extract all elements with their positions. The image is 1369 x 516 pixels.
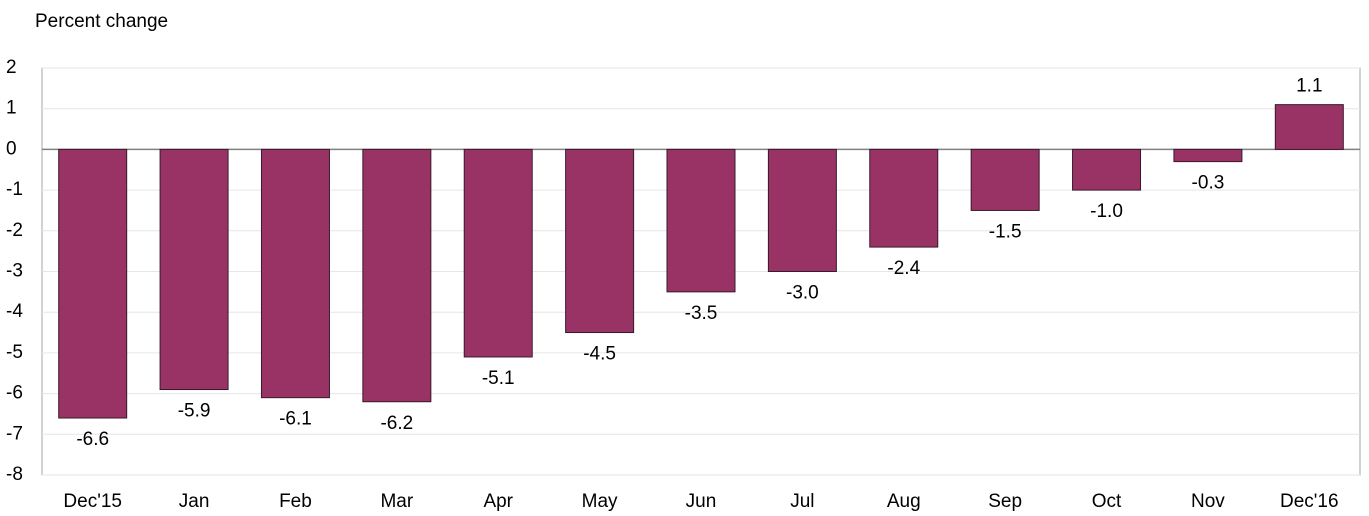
x-tick-label: Jan [179, 491, 210, 512]
x-tick-label: Feb [279, 491, 312, 512]
bar [666, 148, 736, 293]
y-tick-label: -3 [6, 261, 23, 282]
bar [159, 148, 229, 391]
bar [463, 148, 533, 358]
value-label: -6.2 [380, 413, 413, 434]
chart-subtitle: Percent change [35, 11, 168, 32]
x-tick-label: Oct [1092, 491, 1122, 512]
y-tick-label: -5 [6, 342, 23, 363]
bar [58, 148, 128, 419]
bar [1072, 148, 1142, 191]
x-tick-label: Nov [1191, 491, 1225, 512]
x-tick-label: Jun [686, 491, 717, 512]
y-tick-label: -1 [6, 179, 23, 200]
bar [565, 148, 635, 334]
bar [1274, 104, 1344, 150]
value-label: -5.1 [482, 368, 515, 389]
bar [362, 148, 432, 403]
x-tick-label: Dec'16 [1280, 491, 1339, 512]
y-tick-label: -2 [6, 220, 23, 241]
y-tick-label: -8 [6, 464, 23, 485]
y-tick-label: -4 [6, 301, 23, 322]
y-tick-label: 0 [6, 138, 17, 159]
y-tick-label: 1 [6, 98, 17, 119]
y-tick-label: -6 [6, 383, 23, 404]
x-tick-label: Apr [483, 491, 513, 512]
x-tick-label: Mar [380, 491, 413, 512]
x-tick-label: Jul [790, 491, 814, 512]
value-label: -3.5 [685, 303, 718, 324]
value-label: -1.0 [1090, 201, 1123, 222]
bar [869, 148, 939, 248]
bar [260, 148, 330, 399]
value-label: -3.0 [786, 283, 819, 304]
bar [767, 148, 837, 272]
bar [1173, 148, 1243, 163]
value-label: -0.3 [1192, 173, 1225, 194]
value-label: -6.1 [279, 409, 312, 430]
value-label: -1.5 [989, 221, 1022, 242]
x-tick-label: Aug [887, 491, 921, 512]
value-label: -6.6 [76, 429, 109, 450]
value-label: -2.4 [887, 258, 920, 279]
y-tick-label: -7 [6, 423, 23, 444]
x-tick-label: May [582, 491, 618, 512]
value-label: -5.9 [178, 401, 211, 422]
bar [970, 148, 1040, 211]
value-label: -4.5 [583, 344, 616, 365]
x-tick-label: Dec'15 [63, 491, 122, 512]
y-tick-label: 2 [6, 57, 17, 78]
value-label: 1.1 [1296, 76, 1322, 97]
x-tick-label: Sep [988, 491, 1022, 512]
